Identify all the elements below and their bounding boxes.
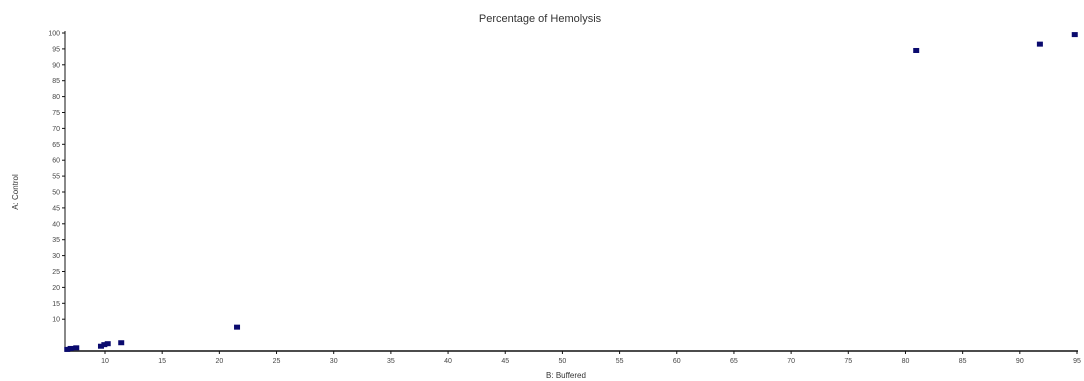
x-tick-label: 10 bbox=[101, 358, 109, 365]
y-tick-label: 100 bbox=[48, 31, 60, 38]
data-point bbox=[1071, 32, 1078, 38]
x-tick-label: 50 bbox=[559, 358, 567, 365]
y-tick-label: 80 bbox=[52, 94, 60, 101]
y-axis-ticks: 10 15 20 25 30 35 40 45 50 55 60 65 70 75 80 85 90 95 100 bbox=[48, 31, 65, 324]
x-tick-label: 85 bbox=[959, 358, 967, 365]
x-tick-label: 80 bbox=[902, 358, 910, 365]
data-point bbox=[234, 324, 241, 330]
y-tick-label: 65 bbox=[52, 142, 60, 149]
data-point bbox=[73, 345, 80, 351]
y-tick-label: 15 bbox=[52, 301, 60, 308]
y-tick-label: 95 bbox=[52, 46, 60, 53]
x-tick-label: 35 bbox=[387, 358, 395, 365]
x-tick-label: 20 bbox=[215, 358, 223, 365]
y-tick-label: 50 bbox=[52, 190, 60, 197]
data-point bbox=[101, 342, 108, 348]
y-axis-label: A: Control bbox=[11, 174, 20, 210]
data-point bbox=[118, 340, 125, 346]
data-point bbox=[64, 346, 71, 352]
data-point bbox=[913, 47, 920, 53]
y-tick-label: 55 bbox=[52, 174, 60, 181]
y-tick-label: 75 bbox=[52, 110, 60, 117]
x-tick-label: 65 bbox=[730, 358, 738, 365]
y-tick-label: 90 bbox=[52, 62, 60, 69]
x-axis-ticks: 10 15 20 25 30 35 40 45 50 55 60 65 70 75 80 85 90 95 bbox=[101, 351, 1081, 365]
x-tick-label: 60 bbox=[673, 358, 681, 365]
x-tick-label: 90 bbox=[1016, 358, 1024, 365]
data-point bbox=[97, 343, 104, 349]
x-tick-label: 55 bbox=[616, 358, 624, 365]
x-tick-label: 15 bbox=[158, 358, 166, 365]
data-point bbox=[67, 345, 74, 351]
x-tick-label: 25 bbox=[273, 358, 281, 365]
x-axis-label: B: Buffered bbox=[546, 371, 586, 380]
chart-title: Percentage of Hemolysis bbox=[479, 13, 602, 25]
y-tick-label: 70 bbox=[52, 126, 60, 133]
x-tick-label: 45 bbox=[501, 358, 509, 365]
x-tick-label: 75 bbox=[844, 358, 852, 365]
y-tick-label: 60 bbox=[52, 158, 60, 165]
y-tick-label: 45 bbox=[52, 205, 60, 212]
y-tick-label: 10 bbox=[52, 317, 60, 324]
y-tick-label: 35 bbox=[52, 237, 60, 244]
data-point bbox=[104, 341, 111, 347]
y-tick-label: 40 bbox=[52, 221, 60, 228]
x-tick-label: 95 bbox=[1073, 358, 1081, 365]
y-tick-label: 30 bbox=[52, 253, 60, 260]
x-tick-label: 40 bbox=[444, 358, 452, 365]
y-tick-label: 20 bbox=[52, 285, 60, 292]
y-tick-label: 25 bbox=[52, 269, 60, 276]
data-points bbox=[64, 32, 1078, 352]
x-tick-label: 30 bbox=[330, 358, 338, 365]
data-point bbox=[1036, 41, 1043, 47]
y-tick-label: 85 bbox=[52, 78, 60, 85]
x-tick-label: 70 bbox=[787, 358, 795, 365]
